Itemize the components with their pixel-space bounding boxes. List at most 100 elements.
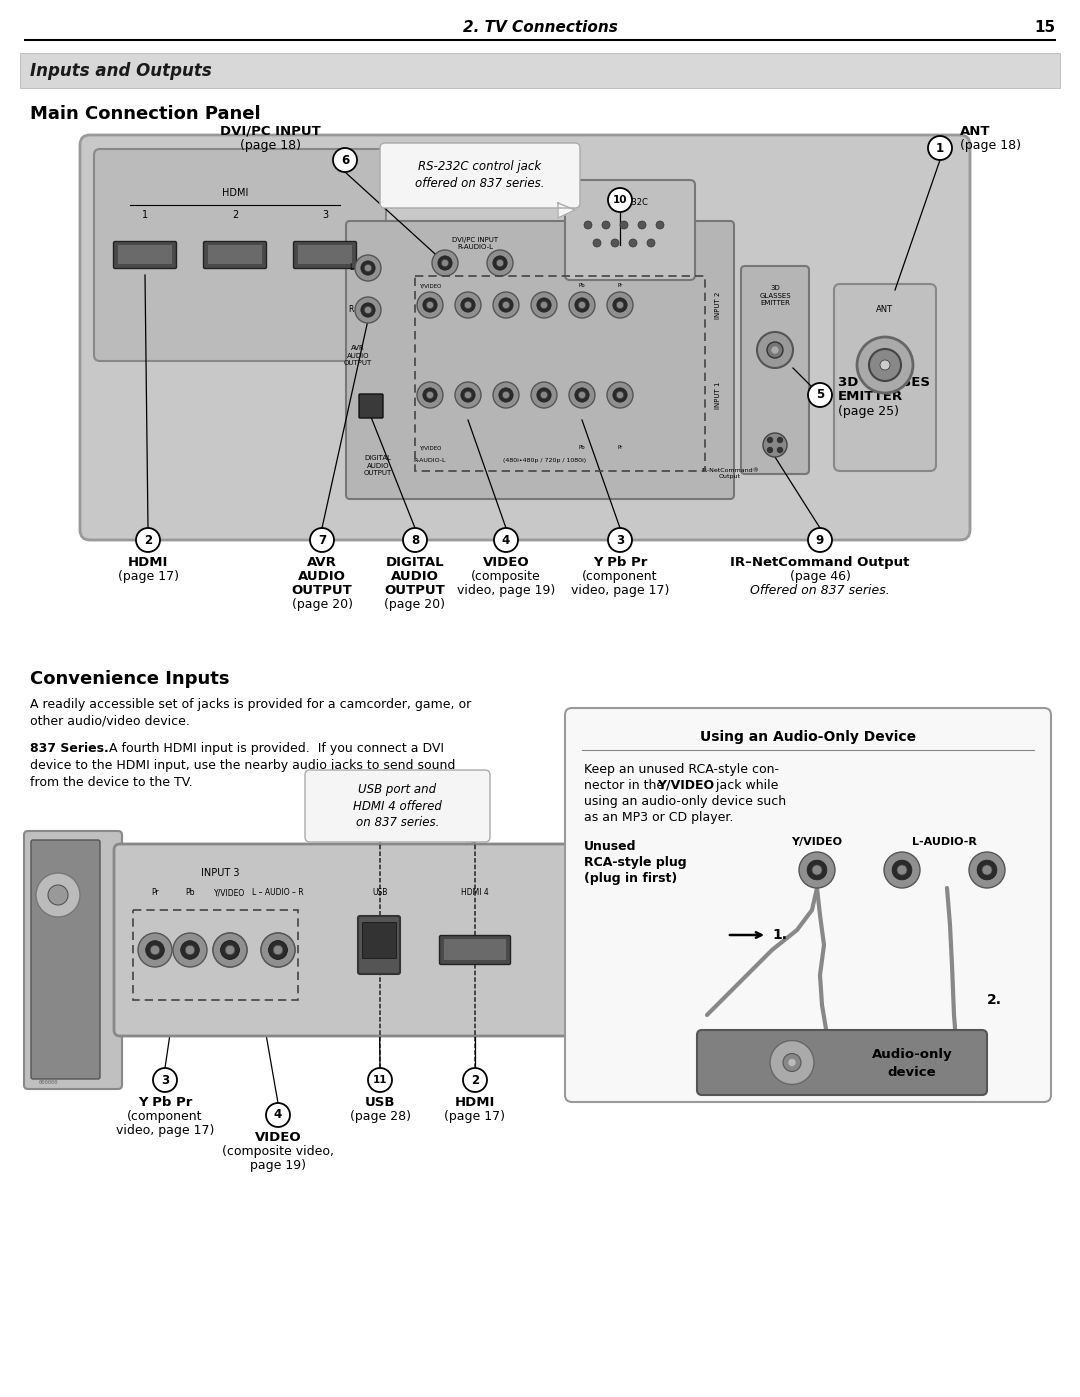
- Text: Y/VIDEO: Y/VIDEO: [419, 446, 442, 450]
- Circle shape: [783, 1053, 801, 1071]
- Text: VIDEO: VIDEO: [255, 1132, 301, 1144]
- Text: IR–NetCommand Output: IR–NetCommand Output: [730, 556, 909, 569]
- Text: 10: 10: [612, 196, 627, 205]
- Text: 2: 2: [232, 210, 238, 219]
- Text: Pr: Pr: [618, 284, 623, 288]
- Circle shape: [48, 886, 68, 905]
- Circle shape: [977, 861, 997, 880]
- FancyBboxPatch shape: [359, 394, 383, 418]
- Text: INPUT 2: INPUT 2: [715, 292, 721, 319]
- Circle shape: [150, 946, 160, 954]
- Circle shape: [487, 250, 513, 277]
- Text: (component: (component: [582, 570, 658, 583]
- Circle shape: [778, 437, 783, 443]
- Text: (page 25): (page 25): [838, 405, 899, 418]
- Text: 9: 9: [815, 534, 824, 546]
- FancyBboxPatch shape: [440, 936, 511, 964]
- Text: video, page 17): video, page 17): [116, 1125, 214, 1137]
- Text: HDMI: HDMI: [455, 1097, 496, 1109]
- Text: OUTPUT: OUTPUT: [384, 584, 445, 597]
- Circle shape: [897, 865, 907, 875]
- Circle shape: [492, 381, 519, 408]
- Circle shape: [602, 221, 610, 229]
- Text: 2: 2: [144, 534, 152, 546]
- Text: HDMI: HDMI: [127, 556, 168, 569]
- Circle shape: [647, 239, 654, 247]
- Circle shape: [180, 940, 200, 960]
- Text: INPUT 1: INPUT 1: [715, 381, 721, 409]
- Circle shape: [186, 946, 194, 954]
- Text: A readily accessible set of jacks is provided for a camcorder, game, or: A readily accessible set of jacks is pro…: [30, 698, 471, 711]
- Text: L – AUDIO – R: L – AUDIO – R: [253, 888, 303, 897]
- Text: DIGITAL: DIGITAL: [386, 556, 444, 569]
- Circle shape: [355, 256, 381, 281]
- Circle shape: [778, 447, 783, 453]
- Circle shape: [499, 388, 513, 402]
- Circle shape: [494, 528, 518, 552]
- Circle shape: [266, 1104, 291, 1127]
- FancyBboxPatch shape: [380, 142, 580, 208]
- Circle shape: [461, 298, 475, 312]
- FancyBboxPatch shape: [113, 242, 176, 268]
- Text: Keep an unused RCA-style con-: Keep an unused RCA-style con-: [584, 763, 779, 775]
- Circle shape: [575, 298, 590, 312]
- Circle shape: [153, 1067, 177, 1092]
- Circle shape: [499, 298, 513, 312]
- FancyBboxPatch shape: [741, 265, 809, 474]
- Text: Pb: Pb: [579, 284, 585, 288]
- Text: Pr: Pr: [618, 446, 623, 450]
- Circle shape: [611, 239, 619, 247]
- Circle shape: [767, 342, 783, 358]
- Circle shape: [36, 873, 80, 916]
- Text: 6: 6: [341, 154, 349, 166]
- Text: 3D GLASSES: 3D GLASSES: [838, 377, 930, 390]
- Circle shape: [364, 306, 372, 314]
- Circle shape: [969, 852, 1005, 888]
- Circle shape: [772, 346, 778, 353]
- Text: other audio/video device.: other audio/video device.: [30, 715, 190, 728]
- Text: DVI/PC INPUT
R-AUDIO-L: DVI/PC INPUT R-AUDIO-L: [451, 237, 498, 250]
- Circle shape: [213, 933, 247, 967]
- Circle shape: [807, 861, 827, 880]
- FancyBboxPatch shape: [24, 831, 122, 1090]
- FancyBboxPatch shape: [357, 916, 400, 974]
- Circle shape: [608, 528, 632, 552]
- Text: RCA-style plug: RCA-style plug: [584, 856, 687, 869]
- FancyBboxPatch shape: [565, 708, 1051, 1102]
- Circle shape: [269, 940, 287, 960]
- FancyBboxPatch shape: [21, 53, 1059, 88]
- Circle shape: [789, 1059, 795, 1066]
- Circle shape: [273, 946, 283, 954]
- Text: ANT: ANT: [877, 305, 893, 314]
- Circle shape: [869, 349, 901, 381]
- FancyBboxPatch shape: [31, 840, 100, 1078]
- Text: Y Pb Pr: Y Pb Pr: [593, 556, 647, 569]
- Circle shape: [858, 337, 913, 393]
- Text: Y/VIDEO: Y/VIDEO: [419, 284, 442, 288]
- Text: (page 18): (page 18): [240, 138, 300, 152]
- Circle shape: [464, 391, 472, 398]
- Circle shape: [146, 940, 164, 960]
- Text: HDMI 4: HDMI 4: [461, 888, 489, 897]
- Text: Y/VIDEO: Y/VIDEO: [657, 780, 714, 792]
- Circle shape: [768, 447, 772, 453]
- Circle shape: [427, 302, 434, 309]
- Text: USB port and
HDMI 4 offered
on 837 series.: USB port and HDMI 4 offered on 837 serie…: [353, 782, 442, 830]
- Circle shape: [269, 940, 287, 960]
- Circle shape: [261, 933, 295, 967]
- Text: EMITTER: EMITTER: [838, 391, 903, 404]
- Circle shape: [638, 221, 646, 229]
- Circle shape: [531, 292, 557, 319]
- Text: AUDIO: AUDIO: [298, 570, 346, 583]
- Circle shape: [607, 381, 633, 408]
- Text: RS-232C: RS-232C: [612, 198, 648, 207]
- Text: (composite video,: (composite video,: [222, 1146, 334, 1158]
- Text: 837 Series.: 837 Series.: [30, 742, 109, 754]
- Text: 5: 5: [815, 388, 824, 401]
- Circle shape: [579, 302, 585, 309]
- Circle shape: [226, 946, 234, 954]
- Text: (composite: (composite: [471, 570, 541, 583]
- FancyBboxPatch shape: [297, 244, 352, 264]
- Text: 4: 4: [274, 1108, 282, 1122]
- Text: (page 20): (page 20): [384, 598, 446, 610]
